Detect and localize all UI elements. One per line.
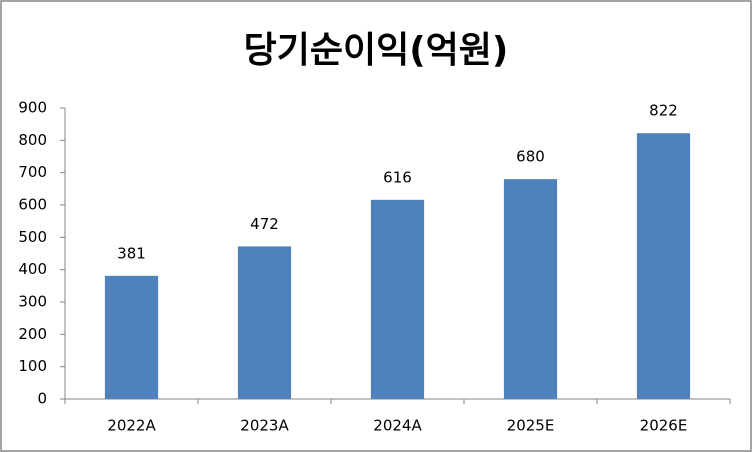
bar [237,246,292,399]
y-tick-label: 600 [18,196,47,214]
data-label: 472 [250,215,279,233]
y-tick-label: 200 [18,325,47,343]
bar [370,199,425,399]
y-tick-label: 400 [18,260,47,278]
x-tick-label: 2022A [107,417,156,435]
data-label: 680 [516,148,545,166]
bar [503,179,558,399]
data-label: 616 [383,168,412,186]
x-tick-label: 2024A [373,417,422,435]
y-tick-label: 300 [18,293,47,311]
data-label: 381 [117,244,146,262]
y-tick-label: 900 [18,99,47,117]
data-label: 822 [649,102,678,120]
x-tick-label: 2026E [640,417,688,435]
x-tick-label: 2023A [240,417,289,435]
y-tick-label: 0 [37,390,47,408]
bar [636,133,691,399]
bar [104,275,159,399]
x-tick-label: 2025E [507,417,555,435]
y-tick-label: 700 [18,163,47,181]
chart-title: 당기순이익(억원) [244,30,509,71]
y-tick-label: 800 [18,131,47,149]
y-tick-label: 100 [18,357,47,375]
y-tick-label: 500 [18,228,47,246]
